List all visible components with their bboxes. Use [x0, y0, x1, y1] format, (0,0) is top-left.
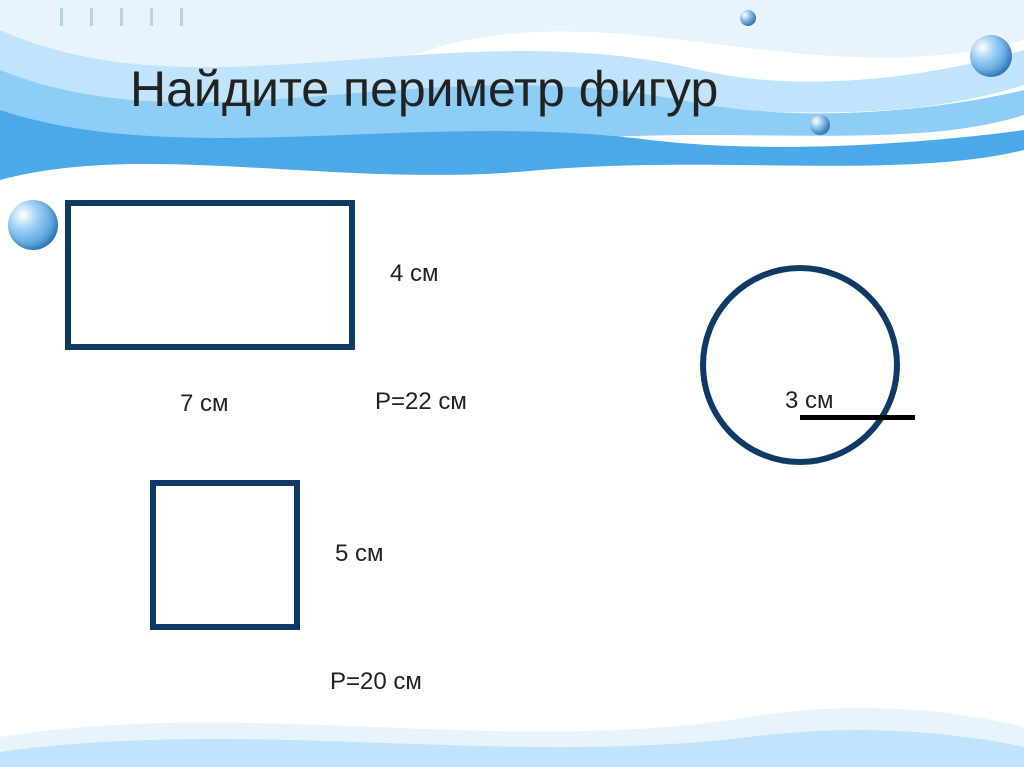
decor-bubble	[970, 35, 1012, 77]
square-shape	[150, 480, 300, 630]
rectangle-height-label: 4 см	[390, 260, 439, 288]
rectangle-width-label: 7 см	[180, 390, 229, 418]
rectangle-shape	[65, 200, 355, 350]
square-side-label: 5 см	[335, 540, 384, 568]
rectangle-result: P=22 см	[375, 388, 467, 416]
circle-shape	[700, 265, 900, 465]
decor-bubble	[740, 10, 756, 26]
circle-radius-line	[800, 415, 915, 420]
page-title: Найдите периметр фигур	[130, 60, 718, 118]
decor-bubble	[8, 200, 58, 250]
bottom-wave	[0, 687, 1024, 767]
circle-radius-label: 3 см	[785, 387, 834, 415]
square-result: P=20 см	[330, 668, 422, 696]
decor-bubble	[810, 115, 830, 135]
